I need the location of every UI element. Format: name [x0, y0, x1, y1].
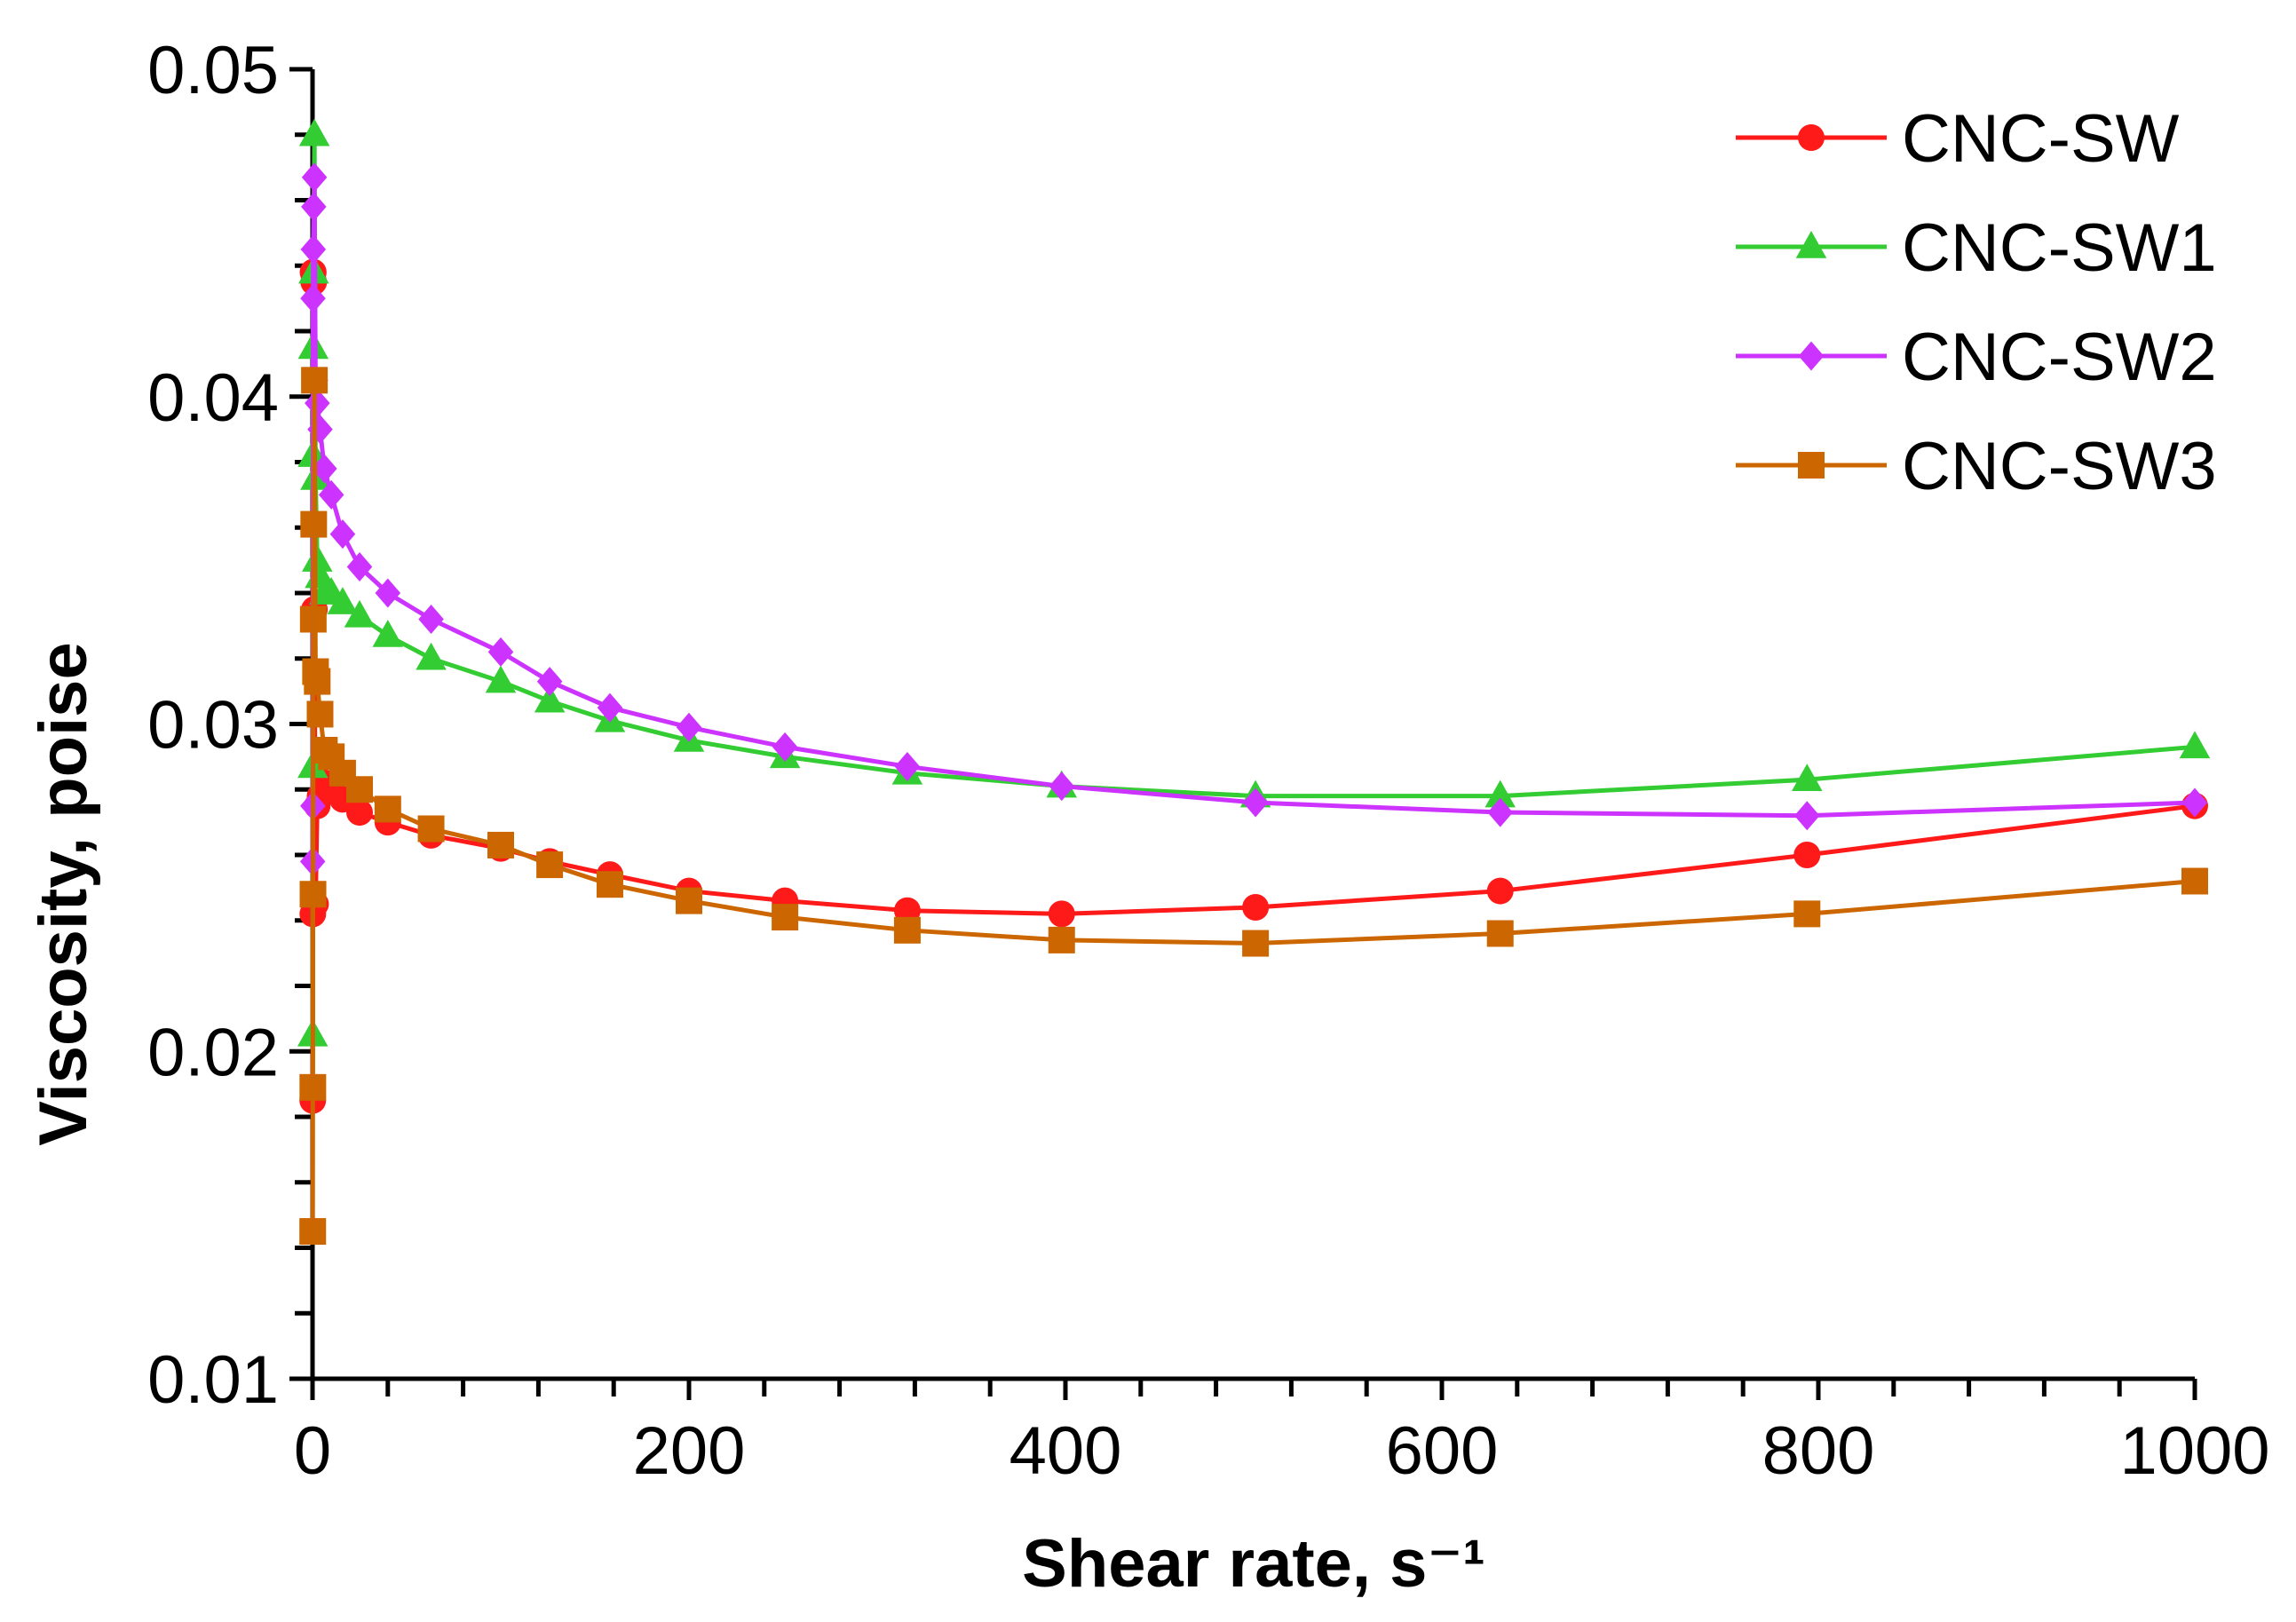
series-layer: [297, 118, 2211, 1246]
data-point-cnc-sw1: [344, 599, 376, 628]
y-tick-label: 0.01: [147, 1342, 279, 1418]
data-point-cnc-sw: [1793, 842, 1821, 868]
data-point-cnc-sw2: [1487, 797, 1513, 827]
data-point-cnc-sw3: [1048, 926, 1075, 953]
y-tick-label: 0.04: [147, 360, 279, 436]
data-point-cnc-sw2: [536, 667, 563, 697]
data-point-cnc-sw2: [318, 479, 344, 510]
data-point-cnc-sw1: [372, 619, 404, 647]
data-point-cnc-sw3: [1486, 920, 1514, 947]
legend: CNC-SW CNC-SW1 CNC-SW2 CNC-SW3: [1736, 101, 2217, 504]
data-point-cnc-sw1: [2179, 731, 2211, 759]
x-tick-label: 0: [294, 1413, 331, 1489]
x-tick-label: 400: [1009, 1413, 1122, 1489]
x-tick-label: 600: [1386, 1413, 1499, 1489]
data-point-cnc-sw2: [772, 732, 798, 762]
legend-item-cnc-sw2: CNC-SW2: [1736, 320, 2217, 395]
legend-swatch-marker: [1795, 231, 1827, 258]
legend-item-cnc-sw1: CNC-SW1: [1736, 210, 2217, 286]
data-point-cnc-sw1: [534, 684, 566, 713]
data-point-cnc-sw3: [1793, 900, 1821, 928]
data-point-cnc-sw: [346, 799, 373, 827]
x-tick-label: 800: [1762, 1413, 1875, 1489]
data-point-cnc-sw1: [298, 118, 330, 146]
series-cnc-sw3: [299, 367, 2208, 1246]
y-tick-label: 0.03: [147, 688, 279, 764]
legend-item-cnc-sw3: CNC-SW3: [1736, 429, 2217, 504]
data-point-cnc-sw2: [487, 637, 514, 667]
data-point-cnc-sw2: [329, 519, 356, 550]
data-point-cnc-sw1: [485, 665, 517, 693]
axes: 0.01 0.02 0.03 0.04 0.05 0 200 400 600 800 1000: [147, 33, 2269, 1489]
data-point-cnc-sw3: [306, 700, 334, 728]
data-point-cnc-sw3: [299, 1218, 327, 1246]
data-point-cnc-sw2: [676, 712, 702, 742]
data-point-cnc-sw3: [374, 795, 401, 823]
data-point-cnc-sw2: [894, 751, 921, 781]
series-cnc-sw2: [299, 162, 2208, 876]
data-point-cnc-sw3: [300, 510, 328, 538]
y-tick-label: 0.05: [147, 33, 279, 108]
data-point-cnc-sw3: [536, 851, 564, 879]
legend-swatch-marker: [1798, 341, 1825, 371]
legend-label: CNC-SW1: [1902, 210, 2217, 286]
legend-label: CNC-SW: [1902, 101, 2180, 177]
legend-label: CNC-SW2: [1902, 320, 2217, 395]
data-point-cnc-sw3: [487, 831, 514, 858]
data-point-cnc-sw3: [676, 887, 702, 914]
data-point-cnc-sw: [1242, 894, 1270, 921]
data-point-cnc-sw2: [1794, 801, 1820, 831]
data-point-cnc-sw3: [346, 776, 373, 803]
y-axis-title: Viscosity, poise: [26, 642, 101, 1145]
data-point-cnc-sw: [1048, 900, 1075, 928]
data-point-cnc-sw2: [346, 552, 373, 582]
data-point-cnc-sw2: [301, 192, 327, 222]
x-axis-title: Shear rate, s⁻¹: [1022, 1526, 1485, 1602]
data-point-cnc-sw2: [312, 454, 337, 484]
x-tick-label: 1000: [2119, 1413, 2269, 1489]
data-point-cnc-sw2: [305, 388, 330, 418]
data-point-cnc-sw3: [596, 871, 623, 898]
series-line-cnc-sw3: [310, 377, 2196, 1232]
data-point-cnc-sw1: [1792, 764, 1823, 791]
data-point-cnc-sw3: [304, 668, 331, 695]
data-point-cnc-sw1: [416, 642, 447, 670]
data-point-cnc-sw3: [1242, 930, 1270, 957]
data-point-cnc-sw2: [1049, 771, 1075, 802]
data-point-cnc-sw3: [772, 904, 799, 931]
legend-swatch-marker: [1798, 124, 1825, 151]
data-point-cnc-sw2: [300, 283, 326, 313]
data-point-cnc-sw2: [1242, 787, 1269, 818]
data-point-cnc-sw3: [299, 605, 327, 633]
data-point-cnc-sw3: [2181, 867, 2208, 895]
x-tick-label: 200: [633, 1413, 746, 1489]
data-point-cnc-sw2: [418, 605, 444, 634]
data-point-cnc-sw3: [301, 367, 329, 394]
data-point-cnc-sw3: [299, 881, 327, 908]
y-tick-label: 0.02: [147, 1015, 279, 1090]
series-line-cnc-sw: [310, 270, 2196, 1101]
data-point-cnc-sw3: [417, 815, 445, 843]
data-point-cnc-sw2: [2181, 787, 2208, 818]
data-point-cnc-sw2: [597, 692, 623, 723]
legend-label: CNC-SW3: [1902, 429, 2217, 504]
data-point-cnc-sw1: [1484, 779, 1516, 808]
data-point-cnc-sw3: [893, 916, 921, 944]
data-point-cnc-sw2: [300, 234, 327, 265]
data-point-cnc-sw: [1486, 877, 1514, 905]
data-point-cnc-sw2: [375, 578, 401, 608]
legend-swatch-marker: [1798, 452, 1825, 479]
legend-item-cnc-sw: CNC-SW: [1736, 101, 2180, 177]
data-point-cnc-sw1: [327, 587, 359, 614]
data-point-cnc-sw3: [299, 1073, 327, 1101]
data-point-cnc-sw2: [301, 162, 328, 193]
